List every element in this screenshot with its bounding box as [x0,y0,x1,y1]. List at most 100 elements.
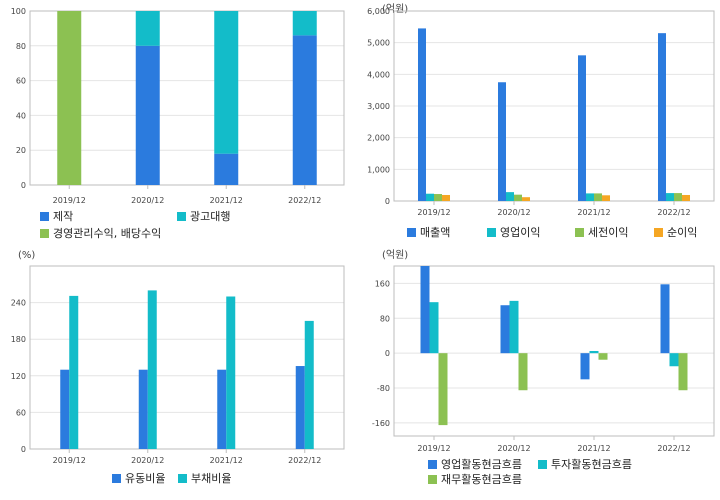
income-statement-bar-영업이익-2019/12 [426,193,434,201]
income-statement-legend-swatch [575,228,584,237]
cash-flow-svg: (억원) -160 -80 0 80 160 2019/12 2020/12 2021/12 20… [372,249,715,486]
income-statement-bar-순이익-2021/12 [602,195,610,201]
cash-flow-bar-영업활동현금흐름-2020/12 [500,305,510,354]
cash-flow-y-tick-label: 80 [380,314,390,323]
income-statement-bar-세전이익-2021/12 [594,193,602,201]
business-mix-y-tick-label: 60 [16,77,26,86]
cash-flow-y-tick-label: 160 [375,279,390,288]
business-mix-y-tick-label: 0 [21,181,26,190]
liquidity-ratio-legend-label: 유동비율 [125,472,165,485]
cash-flow-bar-영업활동현금흐름-2021/12 [580,353,590,380]
income-statement-y-tick-label: 0 [385,197,390,206]
income-statement-x-tick-label: 2019/12 [417,208,450,217]
income-statement-y-tick-label: 3,000 [367,102,390,111]
cash-flow-legend-label: 재무활동현금흐름 [441,472,522,486]
business-mix-bar-제작-2021/12 [214,153,239,185]
liquidity-ratio-x-tick-label: 2020/12 [131,456,164,465]
income-statement-svg: (억원) 0 1,000 2,000 3,000 4,000 5,000 6,000 2019/… [367,3,715,239]
income-statement-y-tick-label: 1,000 [367,165,390,174]
cash-flow-bar-재무활동현금흐름-2021/12 [598,353,608,360]
income-statement-legend-label: 순이익 [667,226,697,239]
liquidity-ratio-legend-swatch [112,474,121,483]
cash-flow-y-tick-label: -160 [372,419,390,428]
liquidity-ratio-bar-부채비율-2020/12 [147,290,157,449]
income-statement-y-tick-label: 4,000 [367,70,390,79]
cash-flow-chart: (억원) -160 -80 0 80 160 2019/12 2020/12 2021/12 20… [360,248,720,496]
liquidity-ratio-bar-유동비율-2021/12 [217,369,227,449]
income-statement-bar-순이익-2022/12 [682,194,690,201]
income-statement-legend-swatch [654,228,663,237]
cash-flow-x-tick-label: 2022/12 [657,444,690,453]
income-statement-bar-매출액-2020/12 [498,82,506,201]
income-statement-x-tick-label: 2021/12 [577,208,610,217]
liquidity-ratio-bar-유동비율-2022/12 [295,366,305,449]
income-statement-bar-세전이익-2022/12 [674,193,682,201]
business-mix-bar-제작-2020/12 [135,45,160,185]
business-mix-legend-swatch [40,229,49,238]
income-statement-bar-영업이익-2022/12 [666,193,674,201]
income-statement-y-tick-label: 6,000 [367,7,390,16]
cash-flow-bar-투자활동현금흐름-2020/12 [509,300,519,354]
business-mix-bar-광고대행-2020/12 [135,11,160,46]
business-mix-bar-광고대행-2022/12 [292,11,317,36]
liquidity-ratio-bar-부채비율-2021/12 [226,296,236,449]
liquidity-ratio-plot-frame [29,265,345,450]
liquidity-ratio-chart: (%) 0 60 120 180 240 2019/12 2020/12 2021/12 2022… [0,248,360,496]
business-mix-plot-frame [29,10,345,186]
income-statement-bar-영업이익-2021/12 [586,193,594,201]
business-mix-legend-label: 경영관리수익, 배당수익 [53,227,161,240]
cash-flow-bar-투자활동현금흐름-2021/12 [589,351,599,354]
business-mix-x-tick-label: 2020/12 [131,196,164,205]
business-mix-y-tick-label: 80 [16,42,26,51]
cash-flow-x-tick-label: 2019/12 [417,444,450,453]
income-statement-bar-영업이익-2020/12 [506,192,514,201]
business-mix-legend-label: 광고대행 [190,210,230,223]
liquidity-ratio-x-tick-label: 2019/12 [53,456,86,465]
income-statement-legend-swatch [487,228,496,237]
income-statement-y-tick-label: 5,000 [367,39,390,48]
cash-flow-bar-투자활동현금흐름-2022/12 [669,353,679,367]
cash-flow-legend-swatch [428,475,437,484]
income-statement-bar-매출액-2022/12 [658,33,666,201]
business-mix-y-tick-label: 100 [11,7,26,16]
cash-flow-legend-label: 투자활동현금흐름 [551,457,632,471]
liquidity-ratio-bar-유동비율-2019/12 [60,369,70,449]
liquidity-ratio-unit-label: (%) [18,250,35,261]
liquidity-ratio-bar-부채비율-2019/12 [69,295,79,449]
liquidity-ratio-bar-유동비율-2020/12 [138,369,148,449]
liquidity-ratio-legend-swatch [178,474,187,483]
business-mix-bar-경영관리수익, 배당수익-2019/12 [57,11,82,185]
liquidity-ratio-y-tick-label: 60 [16,408,26,417]
business-mix-bar-제작-2022/12 [292,35,317,185]
cash-flow-legend-swatch [538,460,547,469]
cash-flow-unit-label: (억원) [382,249,408,261]
liquidity-ratio-bar-부채비율-2022/12 [304,320,314,449]
cash-flow-bar-재무활동현금흐름-2019/12 [438,353,448,426]
cash-flow-y-tick-label: 0 [385,349,390,358]
cash-flow-legend-swatch [428,460,437,469]
cash-flow-legend-label: 영업활동현금흐름 [441,457,522,471]
cash-flow-bar-재무활동현금흐름-2020/12 [518,353,528,391]
cash-flow-plot-frame [393,265,715,437]
income-statement-bar-세전이익-2020/12 [514,194,522,201]
business-mix-x-tick-label: 2021/12 [210,196,243,205]
cash-flow-bar-영업활동현금흐름-2019/12 [420,266,430,354]
income-statement-x-tick-label: 2020/12 [497,208,530,217]
liquidity-ratio-x-tick-label: 2021/12 [210,456,243,465]
income-statement-legend-label: 매출액 [420,226,450,239]
liquidity-ratio-y-tick-label: 180 [11,335,26,344]
business-mix-legend-label: 제작 [53,210,73,223]
cash-flow-bar-투자활동현금흐름-2019/12 [429,302,439,354]
business-mix-x-tick-label: 2019/12 [53,196,86,205]
income-statement-unit-label: (억원) [382,3,408,15]
income-statement-legend-label: 영업이익 [500,226,540,239]
liquidity-ratio-y-tick-label: 240 [11,299,26,308]
liquidity-ratio-y-tick-label: 0 [21,445,26,454]
cash-flow-bar-영업활동현금흐름-2022/12 [660,284,670,354]
cash-flow-x-tick-label: 2021/12 [577,444,610,453]
business-mix-bar-광고대행-2021/12 [214,11,239,154]
income-statement-x-tick-label: 2022/12 [657,208,690,217]
income-statement-plot-frame [393,10,715,202]
liquidity-ratio-legend-label: 부채비율 [191,472,231,485]
business-mix-legend-swatch [177,212,186,221]
